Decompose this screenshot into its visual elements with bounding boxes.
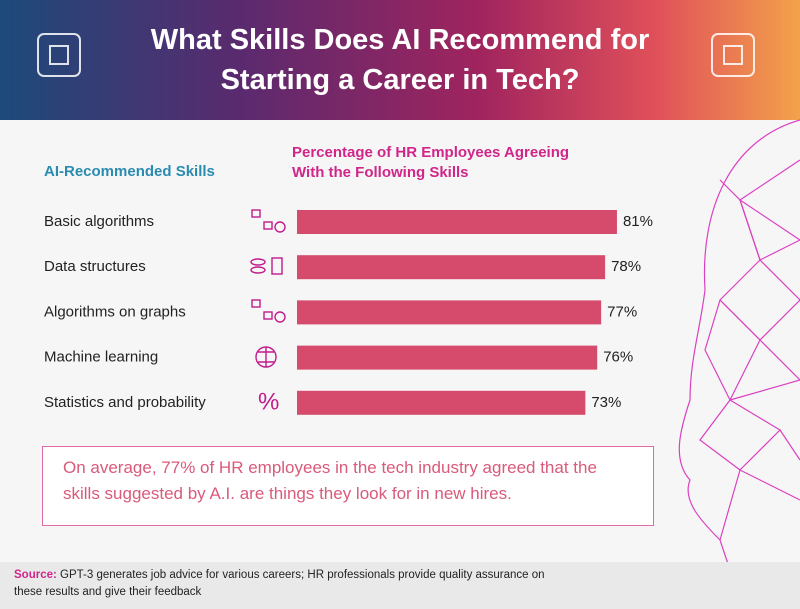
bar <box>297 210 617 234</box>
category-label: Data structures <box>44 258 146 275</box>
chip-icon <box>37 33 755 77</box>
bar <box>297 345 598 370</box>
value-label: 77% <box>607 303 637 320</box>
percent-icon: % <box>258 388 279 415</box>
footer <box>0 562 800 609</box>
source: Source: GPT-3 generates job advice for v… <box>14 567 574 601</box>
category-label: Algorithms on graphs <box>44 303 186 320</box>
callout: On average, 77% of HR employees in the t… <box>42 446 654 526</box>
category-label: Basic algorithms <box>44 213 154 230</box>
bar <box>297 300 602 325</box>
category-label: Statistics and probability <box>44 394 206 411</box>
value-header: Percentage of HR Employees Agreeing With… <box>292 144 570 181</box>
value-label: 73% <box>591 394 621 411</box>
value-label: 78% <box>611 258 641 275</box>
head-illustration <box>678 119 800 609</box>
skill-icons <box>250 209 286 368</box>
header <box>0 0 800 120</box>
source-label: Source: <box>14 569 57 581</box>
source-text: GPT-3 generates job advice for various c… <box>14 569 545 598</box>
bar <box>297 255 606 280</box>
value-label: 81% <box>623 213 653 230</box>
value-label: 76% <box>603 349 633 366</box>
chart-title: What Skills Does AI Recommend for Starti… <box>150 24 650 96</box>
category-label: Machine learning <box>44 349 158 366</box>
category-header: AI-Recommended Skills <box>44 163 215 180</box>
bar <box>297 390 586 415</box>
